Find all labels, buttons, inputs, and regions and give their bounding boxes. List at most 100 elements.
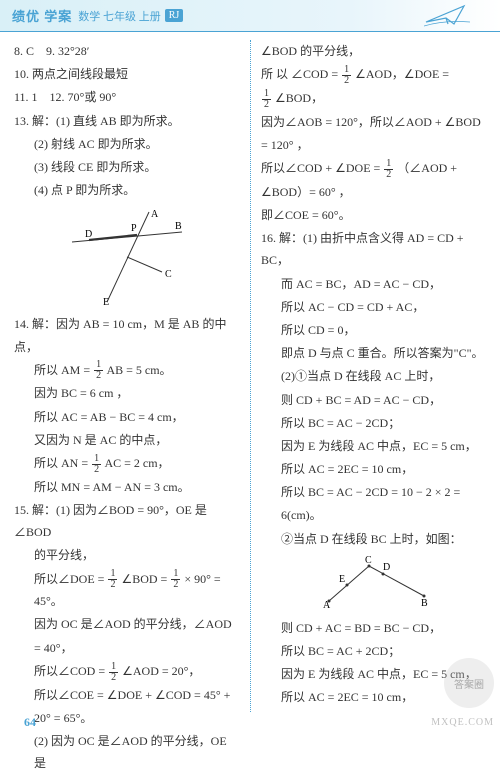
text-line: = 40°，: [14, 637, 240, 659]
text-fragment: 所 以 ∠COD =: [261, 67, 341, 81]
text-line: 所以 BC = AC − 2CD；: [261, 412, 486, 434]
denominator: 2: [94, 371, 103, 381]
text-fragment: ∠BOD，: [275, 91, 323, 105]
right-column: ∠BOD 的平分线， 所 以 ∠COD = 12 ∠AOD，∠DOE = 12 …: [250, 40, 486, 712]
text-line: 6(cm)。: [261, 504, 486, 526]
fraction: 12: [171, 569, 180, 590]
text-line: 的平分线，: [14, 544, 240, 566]
fraction: 12: [109, 662, 118, 683]
text-line: 即∠COE = 60°。: [261, 204, 486, 226]
denominator: 2: [92, 465, 101, 475]
text-line: 13. 解：(1) 直线 AB 即为所求。: [14, 110, 240, 132]
text-line: (2) 射线 AC 即为所求。: [14, 133, 240, 155]
fraction: 12: [342, 65, 351, 86]
text-line: ∠BOD 的平分线，: [261, 40, 486, 62]
fig-label: A: [323, 600, 331, 611]
page-header: 绩优 学案 数学 七年级 上册 RJ: [0, 0, 500, 32]
text-line: 因为 BC = 6 cm ，: [14, 382, 240, 404]
header-title: 绩优 学案: [12, 6, 72, 25]
text-line: (2)①当点 D 在线段 AC 上时，: [261, 365, 486, 387]
denominator: 2: [108, 580, 117, 590]
text-line: 因为∠AOB = 120°，所以∠AOD + ∠BOD: [261, 111, 486, 133]
denominator: 2: [171, 580, 180, 590]
text-line: 10. 两点之间线段最短: [14, 63, 240, 85]
text-fragment: ∠AOD，∠DOE =: [355, 67, 449, 81]
paper-plane-icon: [424, 2, 470, 28]
geometry-figure-1: A B C D E P: [67, 207, 187, 307]
fig-label: C: [365, 556, 372, 566]
left-column: 8. C 9. 32°28′ 10. 两点之间线段最短 11. 1 12. 70…: [14, 40, 250, 712]
text-line: 所以 BC = AC + 2CD；: [261, 640, 486, 662]
text-line: (2) 因为 OC 是∠AOD 的平分线，OE 是: [14, 730, 240, 774]
text-fragment: ∠AOD = 20°，: [122, 664, 200, 678]
text-line: (3) 线段 CE 即为所求。: [14, 156, 240, 178]
text-fragment: 所以 AM =: [34, 363, 93, 377]
text-line: 又因为 N 是 AC 的中点，: [14, 429, 240, 451]
text-line: 16. 解：(1) 由折中点含义得 AD = CD + BC，: [261, 227, 486, 271]
watermark-circle: 答案圈: [444, 658, 494, 708]
watermark-url: MXQE.COM: [431, 717, 494, 728]
fig-label: D: [85, 229, 92, 240]
text-line: = 120° ，: [261, 134, 486, 156]
fraction: 12: [384, 159, 393, 180]
text-fragment: （∠AOD +: [397, 161, 457, 175]
text-line: 而 AC = BC，AD = AC − CD，: [261, 273, 486, 295]
fig-label: D: [383, 562, 390, 573]
text-line: 8. C 9. 32°28′: [14, 40, 240, 62]
text-line: 12 ∠BOD，: [261, 87, 486, 110]
text-line: 因为 OC 是∠AOD 的平分线，∠AOD: [14, 613, 240, 635]
text-line: 所以∠COD + ∠DOE = 12 （∠AOD +: [261, 157, 486, 180]
text-line: 所以 AC = AB − BC = 4 cm，: [14, 406, 240, 428]
fig-label: E: [103, 297, 109, 307]
page-number: 64: [24, 715, 36, 730]
text-fragment: ∠BOD =: [121, 572, 170, 586]
text-line: 所以 AN = 12 AC = 2 cm，: [14, 452, 240, 475]
text-line: ∠BOD）= 60° ，: [261, 181, 486, 203]
numerator: 1: [109, 662, 118, 673]
fraction: 12: [262, 89, 271, 110]
text-fragment: 所以 AN =: [34, 456, 91, 470]
text-fragment: AB = 5 cm。: [106, 363, 171, 377]
text-line: 所以∠DOE = 12 ∠BOD = 12 × 90° = 45°。: [14, 568, 240, 613]
text-line: 所以 AC = 2EC = 10 cm，: [261, 458, 486, 480]
text-line: 15. 解：(1) 因为∠BOD = 90°，OE 是∠BOD: [14, 499, 240, 543]
fraction: 12: [94, 360, 103, 381]
content-area: 8. C 9. 32°28′ 10. 两点之间线段最短 11. 1 12. 70…: [0, 32, 500, 712]
text-line: 所以∠COE = ∠DOE + ∠COD = 45° +: [14, 684, 240, 706]
text-line: 14. 解：因为 AB = 10 cm，M 是 AB 的中点，: [14, 313, 240, 357]
text-line: 所 以 ∠COD = 12 ∠AOD，∠DOE =: [261, 63, 486, 86]
fig-label: P: [131, 223, 137, 234]
text-line: 所以 MN = AM − AN = 3 cm。: [14, 476, 240, 498]
text-fragment: AC = 2 cm，: [104, 456, 169, 470]
fraction: 12: [92, 454, 101, 475]
text-line: 则 CD + BC = AD = AC − CD，: [261, 389, 486, 411]
fig-label: B: [175, 221, 182, 232]
text-line: 则 CD + AC = BD = BC − CD，: [261, 617, 486, 639]
text-fragment: 所以∠COD =: [34, 664, 108, 678]
header-subject: 数学 七年级 上册: [78, 8, 161, 24]
fig-label: B: [421, 598, 428, 609]
text-line: 所以 AM = 12 AB = 5 cm。: [14, 359, 240, 382]
fig-label: A: [151, 209, 159, 220]
text-fragment: 所以∠DOE =: [34, 572, 107, 586]
fraction: 12: [108, 569, 117, 590]
text-line: 11. 1 12. 70°或 90°: [14, 86, 240, 108]
geometry-figure-2: A E C D B: [319, 556, 429, 611]
text-line: 所以 CD = 0，: [261, 319, 486, 341]
text-line: 因为 E 为线段 AC 中点，EC = 5 cm，: [261, 435, 486, 457]
text-fragment: 所以∠COD + ∠DOE =: [261, 161, 383, 175]
text-line: 20° = 65°。: [14, 707, 240, 729]
text-line: 所以 BC = AC − 2CD = 10 − 2 × 2 =: [261, 481, 486, 503]
fig-label: E: [339, 574, 345, 585]
text-line: 所以 AC − CD = CD + AC，: [261, 296, 486, 318]
denominator: 2: [109, 673, 118, 683]
denominator: 2: [384, 170, 393, 180]
header-badge: RJ: [165, 9, 184, 22]
text-line: (4) 点 P 即为所求。: [14, 179, 240, 201]
denominator: 2: [342, 76, 351, 86]
fig-label: C: [165, 269, 172, 280]
denominator: 2: [262, 100, 271, 110]
text-line: 即点 D 与点 C 重合。所以答案为"C"。: [261, 342, 486, 364]
text-line: ②当点 D 在线段 BC 上时，如图：: [261, 528, 486, 550]
text-line: 所以∠COD = 12 ∠AOD = 20°，: [14, 660, 240, 683]
